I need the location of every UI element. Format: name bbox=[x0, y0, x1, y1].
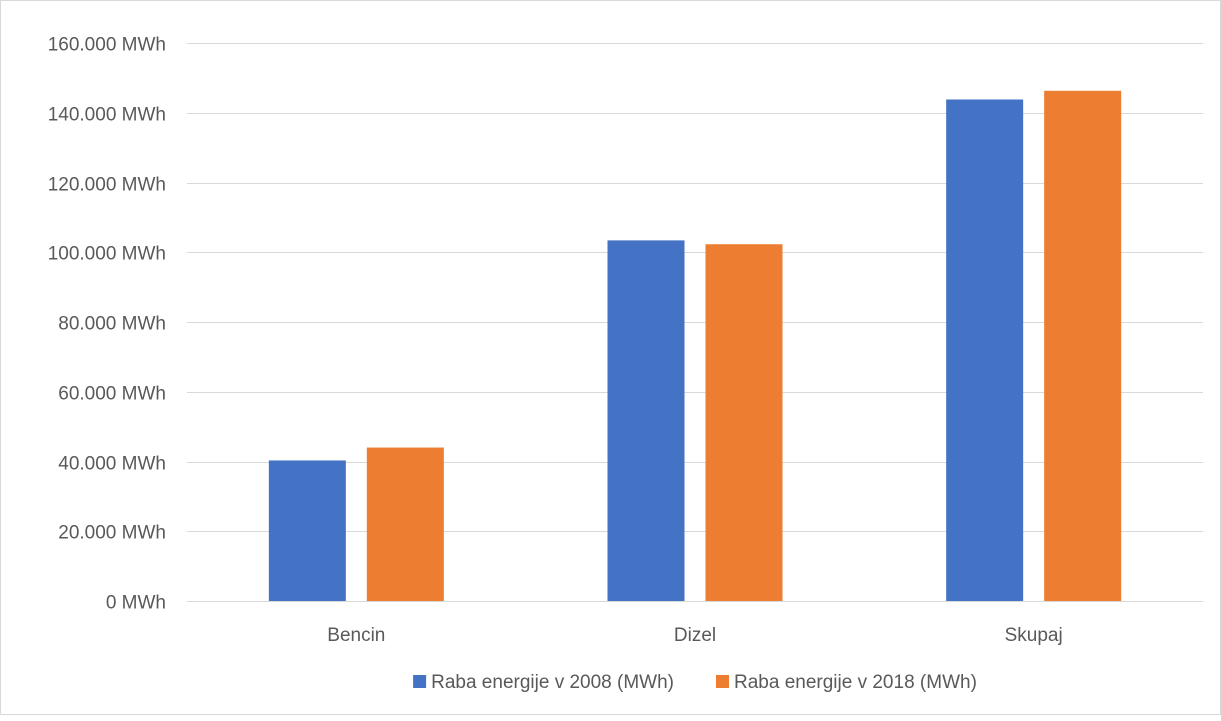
bar-bencin-series-2 bbox=[366, 447, 444, 601]
x-tick-label: Skupaj bbox=[1005, 625, 1063, 646]
legend-swatch bbox=[716, 675, 729, 688]
legend-label: Raba energije v 2018 (MWh) bbox=[734, 672, 977, 693]
legend-label: Raba energije v 2008 (MWh) bbox=[431, 672, 674, 693]
y-axis-tick-labels: 0 MWh 20.000 MWh 40.000 MWh 60.000 MWh 80.00… bbox=[48, 35, 166, 614]
bar-skupaj-series-2 bbox=[1044, 90, 1122, 601]
y-tick-label: 120.000 MWh bbox=[48, 175, 166, 196]
y-tick-label: 140.000 MWh bbox=[48, 105, 166, 126]
y-tick-label: 60.000 MWh bbox=[58, 384, 166, 405]
x-tick-label: Dizel bbox=[674, 625, 716, 646]
y-tick-label: 40.000 MWh bbox=[58, 454, 166, 475]
bars bbox=[268, 90, 1122, 601]
bar-dizel-series-1 bbox=[607, 240, 685, 601]
bar-skupaj-series-1 bbox=[946, 99, 1024, 601]
legend-item-1: Raba energije v 2008 (MWh) bbox=[413, 672, 674, 693]
y-tick-label: 80.000 MWh bbox=[58, 314, 166, 335]
y-tick-label: 0 MWh bbox=[106, 593, 166, 614]
x-tick-label: Bencin bbox=[327, 625, 385, 646]
legend: Raba energije v 2008 (MWh) Raba energije … bbox=[413, 672, 977, 693]
bar-dizel-series-2 bbox=[705, 244, 783, 601]
x-axis-tick-labels: Bencin Dizel Skupaj bbox=[327, 625, 1062, 646]
gridlines bbox=[187, 43, 1203, 602]
legend-item-2: Raba energije v 2018 (MWh) bbox=[716, 672, 977, 693]
bar-bencin-series-1 bbox=[268, 460, 346, 601]
legend-swatch bbox=[413, 675, 427, 688]
y-tick-label: 160.000 MWh bbox=[48, 35, 166, 56]
y-tick-label: 100.000 MWh bbox=[48, 244, 166, 265]
y-tick-label: 20.000 MWh bbox=[58, 523, 166, 544]
